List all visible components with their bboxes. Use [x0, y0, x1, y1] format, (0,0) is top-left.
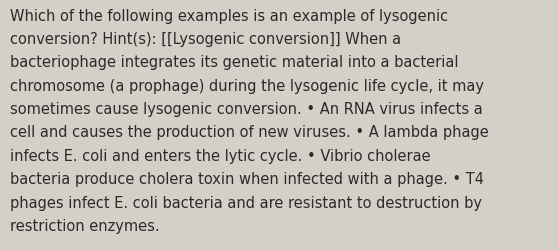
Text: sometimes cause lysogenic conversion. • An RNA virus infects a: sometimes cause lysogenic conversion. • …: [10, 102, 483, 117]
Text: infects E. coli and enters the lytic cycle. • Vibrio cholerae: infects E. coli and enters the lytic cyc…: [10, 148, 431, 163]
Text: bacteria produce cholera toxin when infected with a phage. • T4: bacteria produce cholera toxin when infe…: [10, 172, 484, 186]
Text: conversion? Hint(s): [[Lysogenic conversion]] When a: conversion? Hint(s): [[Lysogenic convers…: [10, 32, 401, 47]
Text: chromosome (a prophage) during the lysogenic life cycle, it may: chromosome (a prophage) during the lysog…: [10, 78, 484, 94]
Text: phages infect E. coli bacteria and are resistant to destruction by: phages infect E. coli bacteria and are r…: [10, 195, 482, 210]
Text: cell and causes the production of new viruses. • A lambda phage: cell and causes the production of new vi…: [10, 125, 489, 140]
Text: Which of the following examples is an example of lysogenic: Which of the following examples is an ex…: [10, 9, 448, 24]
Text: restriction enzymes.: restriction enzymes.: [10, 218, 160, 233]
Text: bacteriophage integrates its genetic material into a bacterial: bacteriophage integrates its genetic mat…: [10, 55, 459, 70]
